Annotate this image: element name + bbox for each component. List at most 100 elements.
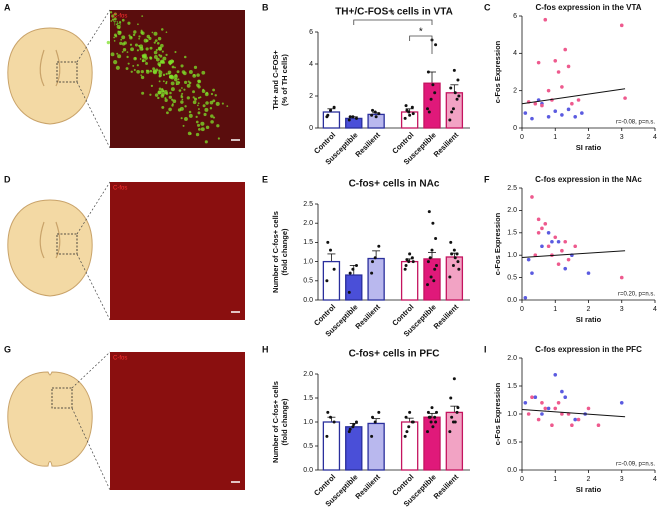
y-axis-label: (fold change) — [280, 398, 289, 446]
th-signal — [158, 65, 161, 68]
th-signal — [178, 89, 182, 92]
data-point — [455, 252, 459, 256]
x-tick-label: 4 — [653, 134, 657, 141]
th-signal — [165, 72, 168, 75]
panel-letter: I — [484, 344, 487, 354]
th-signal — [176, 70, 180, 74]
ventricle — [39, 221, 61, 259]
scatter-point — [556, 401, 561, 405]
th-signal — [132, 33, 136, 37]
scatter-point — [536, 231, 541, 235]
th-signal — [149, 69, 153, 73]
th-signal — [116, 52, 119, 55]
y-tick-label: 2.0 — [303, 371, 313, 378]
data-point — [405, 430, 409, 434]
y-tick-label: 2.0 — [507, 355, 517, 362]
data-point — [410, 105, 414, 109]
data-point — [449, 240, 453, 244]
scatter-point — [536, 417, 541, 422]
th-signal — [200, 127, 205, 132]
x-tick-label: 0 — [520, 306, 524, 313]
y-tick-label: 2.5 — [507, 185, 517, 192]
data-point — [453, 91, 457, 95]
data-point — [352, 422, 356, 426]
zoom-line — [76, 81, 111, 149]
scatter-point — [570, 101, 574, 106]
th-signal — [154, 93, 159, 97]
th-signal — [165, 53, 168, 57]
th-signal — [113, 12, 117, 16]
th-signal — [181, 87, 183, 89]
data-point — [429, 97, 433, 101]
chart-title: C-fos+ cells in PFC — [349, 349, 440, 360]
th-signal — [196, 73, 200, 77]
data-point — [377, 410, 381, 414]
scatter-point — [536, 217, 541, 222]
data-point — [448, 430, 452, 434]
th-signal — [160, 94, 165, 98]
y-tick-label: 0.5 — [303, 278, 313, 285]
data-point — [435, 410, 438, 414]
data-point — [326, 113, 330, 117]
data-point — [430, 248, 434, 252]
scatter-point — [573, 417, 577, 422]
data-point — [347, 290, 351, 294]
th-signal — [118, 27, 121, 29]
significance-bracket — [353, 19, 433, 25]
th-signal — [215, 101, 220, 106]
th-signal — [174, 66, 176, 69]
data-point — [450, 252, 454, 256]
data-point — [348, 271, 352, 275]
y-tick-label: 0.5 — [303, 443, 313, 450]
scatter-point — [546, 231, 551, 235]
th-signal — [138, 35, 141, 38]
th-signal — [170, 81, 175, 86]
th-signal — [121, 18, 125, 22]
th-signal — [153, 55, 158, 59]
y-tick-label: 2.0 — [507, 207, 517, 214]
th-signal — [169, 91, 172, 95]
data-point — [456, 78, 460, 82]
th-signal — [139, 58, 142, 60]
th-signal — [162, 56, 167, 61]
th-signal — [106, 40, 111, 45]
x-tick-label: Resilient — [353, 472, 382, 501]
th-signal — [109, 11, 113, 14]
data-point — [426, 283, 429, 287]
th-signal — [175, 80, 180, 86]
th-signal — [150, 84, 154, 88]
bar — [400, 260, 419, 301]
th-signal — [149, 56, 152, 59]
x-tick-label: 2 — [587, 476, 591, 483]
th-signal — [195, 132, 200, 137]
data-point — [405, 108, 409, 112]
th-signal — [209, 106, 213, 110]
y-tick-label: 1.0 — [507, 252, 517, 259]
chart-title: C-fos expression in the NAc — [535, 175, 642, 184]
data-point — [410, 256, 414, 260]
y-tick-label: 0.0 — [507, 297, 517, 304]
th-signal — [117, 30, 120, 33]
bar — [423, 416, 441, 471]
panel-letter: D — [4, 174, 11, 184]
y-tick-label: 1.0 — [303, 419, 313, 426]
th-signal — [160, 43, 164, 48]
zoom-line — [71, 351, 111, 389]
panel-letter: C — [484, 2, 491, 12]
scatter-point — [560, 113, 564, 117]
scatter-point — [540, 103, 544, 108]
data-point — [347, 430, 351, 434]
significance-label: * — [391, 11, 395, 22]
scatter-point — [580, 111, 584, 115]
th-signal — [181, 98, 184, 101]
y-tick-label: 4 — [513, 50, 517, 57]
data-point — [411, 420, 415, 424]
scatter-point — [619, 23, 624, 28]
scatter-point — [533, 101, 538, 106]
data-point — [429, 275, 433, 279]
scatter-point — [546, 406, 551, 411]
th-signal — [130, 47, 134, 52]
data-point — [431, 425, 435, 429]
data-point — [403, 267, 407, 271]
stain-label: C-fos — [113, 186, 127, 192]
